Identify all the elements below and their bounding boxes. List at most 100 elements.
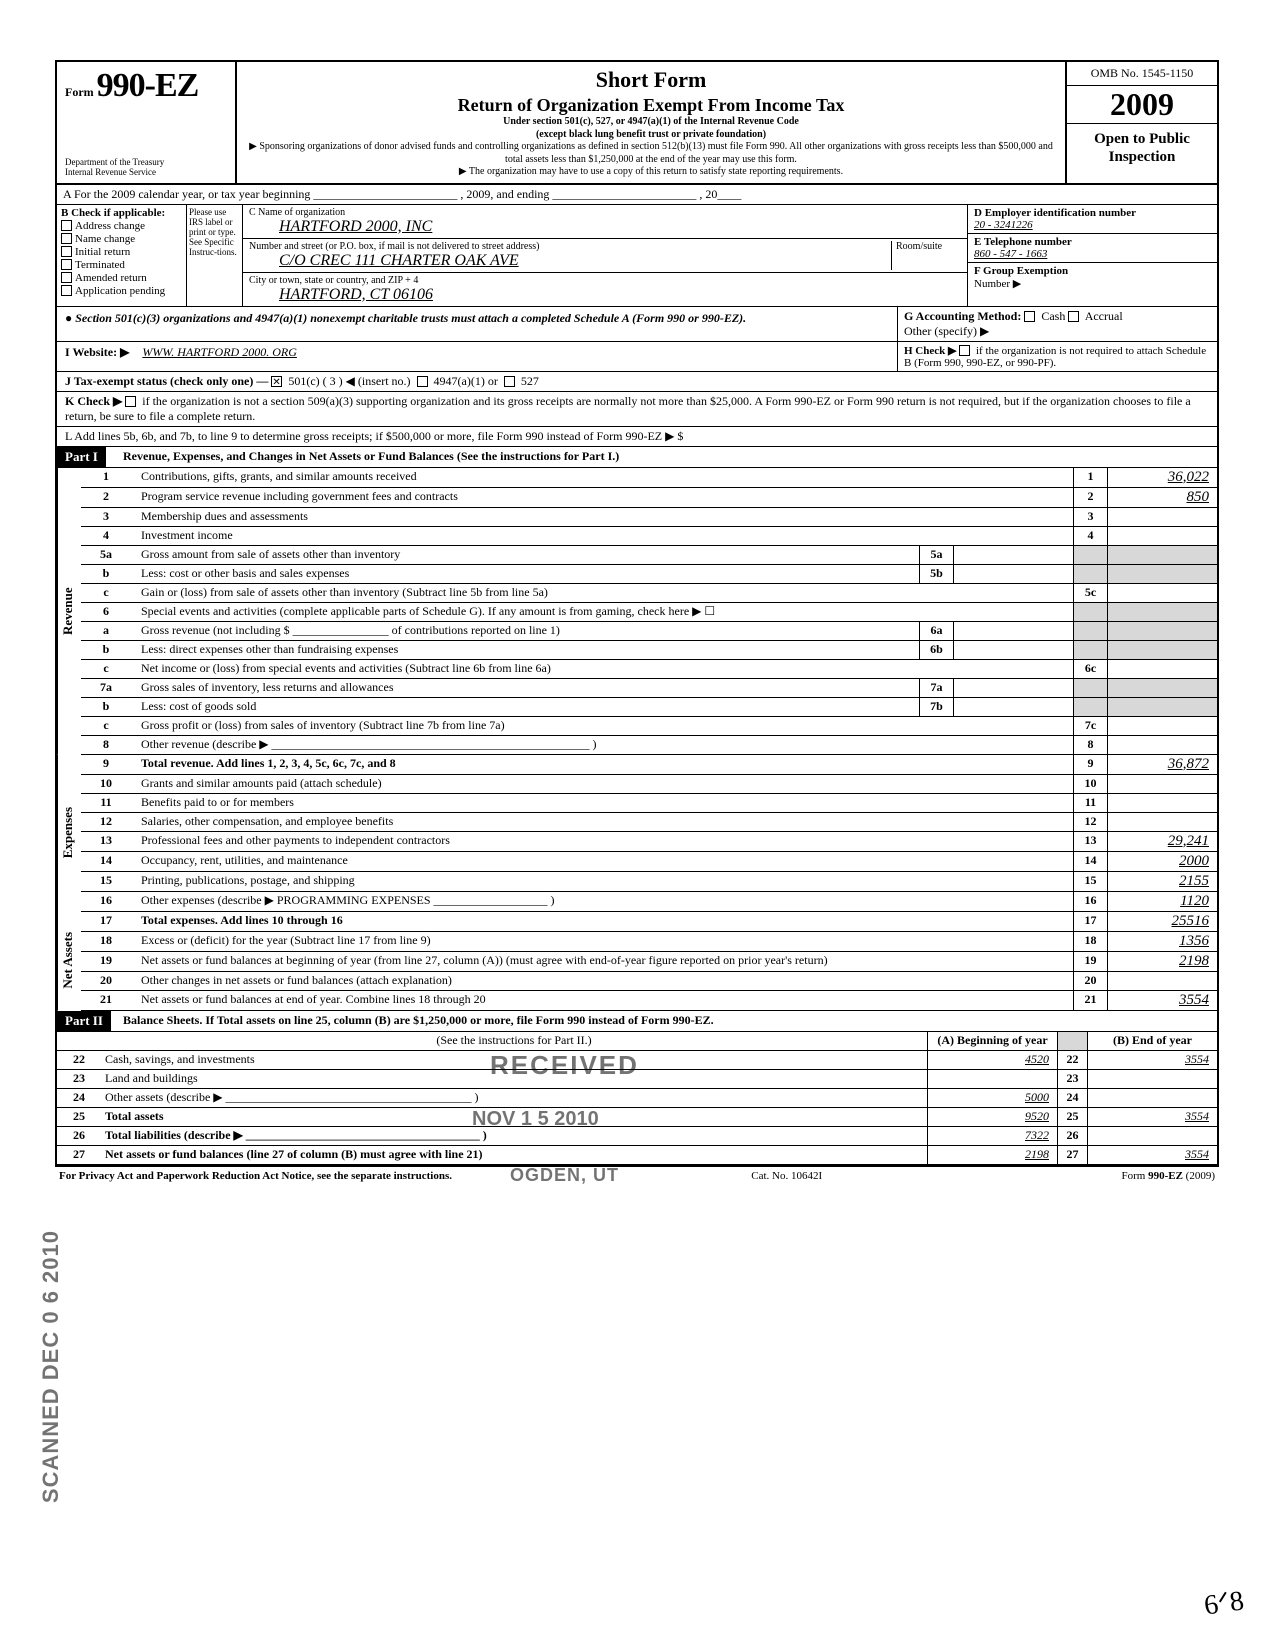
note-501c3: ● Section 501(c)(3) organizations and 49… <box>57 307 897 341</box>
form-number: 990-EZ <box>97 67 199 104</box>
row-501c3-g: ● Section 501(c)(3) organizations and 49… <box>57 307 1217 342</box>
line-3: 3Membership dues and assessments3 <box>81 508 1217 527</box>
part2-colA-hdr: (A) Beginning of year <box>927 1032 1057 1050</box>
row-website-h: I Website: ▶ WWW. HARTFORD 2000. ORG H C… <box>57 342 1217 372</box>
side-category-labels: Revenue Expenses Net Assets <box>57 468 81 1011</box>
year-prefix: 20 <box>1110 86 1142 122</box>
chk-initial-return[interactable] <box>61 246 72 257</box>
line-16: 16Other expenses (describe ▶ PROGRAMMING… <box>81 892 1217 912</box>
section-a-tax-year: A For the 2009 calendar year, or tax yea… <box>57 185 1217 205</box>
line-11: 11Benefits paid to or for members11 <box>81 794 1217 813</box>
g-label: G Accounting Method: <box>904 309 1021 323</box>
line-27: 27Net assets or fund balances (line 27 o… <box>57 1146 1217 1165</box>
open-line2: Inspection <box>1069 148 1215 166</box>
line-20: 20Other changes in net assets or fund ba… <box>81 972 1217 991</box>
form-990ez-page1: Form 990-EZ Department of the Treasury I… <box>55 60 1219 1167</box>
stamp-scanned: SCANNED DEC 0 6 2010 <box>38 1230 64 1503</box>
header-note1: ▶ Sponsoring organizations of donor advi… <box>245 141 1057 166</box>
chk-k[interactable] <box>125 396 136 407</box>
line-8: 8Other revenue (describe ▶ _____________… <box>81 736 1217 755</box>
g-other: Other (specify) ▶ <box>904 324 1211 339</box>
open-line1: Open to Public <box>1069 130 1215 148</box>
footer-form: Form 990-EZ (2009) <box>1121 1170 1215 1182</box>
dept-irs: Internal Revenue Service <box>65 168 227 178</box>
header-left: Form 990-EZ Department of the Treasury I… <box>57 62 237 183</box>
line-5a: 5aGross amount from sale of assets other… <box>81 546 1217 565</box>
col-b-checkboxes: B Check if applicable: Address change Na… <box>57 205 187 306</box>
part2-label: Part II <box>57 1011 111 1031</box>
part1-label: Part I <box>57 447 106 467</box>
val-city: HARTFORD, CT 06106 <box>249 286 961 304</box>
open-to-public: Open to Public Inspection <box>1067 124 1217 172</box>
part2-title: Balance Sheets. If Total assets on line … <box>119 1011 1217 1031</box>
lbl-app-pending: Application pending <box>75 285 165 297</box>
identity-block: B Check if applicable: Address change Na… <box>57 205 1217 307</box>
line-7c: cGross profit or (loss) from sales of in… <box>81 717 1217 736</box>
part1-title: Revenue, Expenses, and Changes in Net As… <box>119 447 1217 467</box>
page-footer: For Privacy Act and Paperwork Reduction … <box>55 1167 1219 1185</box>
header-note2: ▶ The organization may have to use a cop… <box>245 166 1057 179</box>
lbl-cash: Cash <box>1041 309 1065 323</box>
line-21: 21Net assets or fund balances at end of … <box>81 991 1217 1011</box>
line-6a: aGross revenue (not including $ ________… <box>81 622 1217 641</box>
lbl-527: 527 <box>521 374 539 388</box>
subtitle1: Under section 501(c), 527, or 4947(a)(1)… <box>503 116 799 127</box>
part2-see-instr: (See the instructions for Part II.) <box>101 1032 927 1050</box>
chk-4947[interactable] <box>417 376 428 387</box>
line-23: 23Land and buildings23 <box>57 1070 1217 1089</box>
lbl-org-name: C Name of organization <box>249 207 961 218</box>
val-ein: 20 - 3241226 <box>974 219 1211 231</box>
chk-accrual[interactable] <box>1068 311 1079 322</box>
lbl-phone: E Telephone number <box>974 236 1211 248</box>
chk-h[interactable] <box>959 345 970 356</box>
col-b-header: B Check if applicable: <box>61 207 182 219</box>
line-6b: bLess: direct expenses other than fundra… <box>81 641 1217 660</box>
subtitle2: (except black lung benefit trust or priv… <box>536 129 766 140</box>
irs-label-instructions: Please use IRS label or print or type. S… <box>187 205 243 306</box>
chk-cash[interactable] <box>1024 311 1035 322</box>
side-revenue: Revenue <box>57 468 81 754</box>
line-18: 18Excess or (deficit) for the year (Subt… <box>81 932 1217 952</box>
form-header: Form 990-EZ Department of the Treasury I… <box>57 62 1217 185</box>
chk-address-change[interactable] <box>61 220 72 231</box>
footer-privacy: For Privacy Act and Paperwork Reduction … <box>59 1170 452 1182</box>
j-label: J Tax-exempt status (check only one) — <box>65 374 268 388</box>
col-def: D Employer identification number 20 - 32… <box>967 205 1217 306</box>
side-expenses: Expenses <box>57 754 81 910</box>
lbl-name-change: Name change <box>75 233 135 245</box>
chk-name-change[interactable] <box>61 233 72 244</box>
lbl-accrual: Accrual <box>1085 309 1123 323</box>
lbl-group-number: Number ▶ <box>974 277 1211 290</box>
chk-terminated[interactable] <box>61 259 72 270</box>
chk-app-pending[interactable] <box>61 285 72 296</box>
title-return: Return of Organization Exempt From Incom… <box>245 94 1057 117</box>
h-label: H Check ▶ <box>904 345 956 357</box>
header-center: Short Form Return of Organization Exempt… <box>237 62 1067 183</box>
year-suffix: 09 <box>1142 86 1174 122</box>
lbl-501c: 501(c) ( 3 ) ◀ (insert no.) <box>288 374 410 388</box>
line-15: 15Printing, publications, postage, and s… <box>81 872 1217 892</box>
val-org-name: HARTFORD 2000, INC <box>249 218 961 236</box>
line-19: 19Net assets or fund balances at beginni… <box>81 952 1217 972</box>
line-6: 6Special events and activities (complete… <box>81 603 1217 622</box>
line-5c: cGain or (loss) from sale of assets othe… <box>81 584 1217 603</box>
lbl-address: Number and street (or P.O. box, if mail … <box>249 241 891 252</box>
chk-501c[interactable] <box>271 376 282 387</box>
line-17: 17Total expenses. Add lines 10 through 1… <box>81 912 1217 932</box>
lbl-room: Room/suite <box>896 241 961 252</box>
part1-header: Part I Revenue, Expenses, and Changes in… <box>57 447 1217 468</box>
margin-handwriting: 6ᐟ8 <box>1202 1583 1246 1622</box>
lbl-initial-return: Initial return <box>75 246 130 258</box>
chk-527[interactable] <box>504 376 515 387</box>
part2-column-headers: (See the instructions for Part II.) (A) … <box>57 1032 1217 1051</box>
i-label: I Website: ▶ <box>65 345 129 359</box>
line-2: 2Program service revenue including gover… <box>81 488 1217 508</box>
tax-year: 2009 <box>1067 86 1217 124</box>
col-c-org-info: C Name of organization HARTFORD 2000, IN… <box>243 205 967 306</box>
line-24: 24Other assets (describe ▶ _____________… <box>57 1089 1217 1108</box>
lbl-4947: 4947(a)(1) or <box>434 374 498 388</box>
line-5b: bLess: cost or other basis and sales exp… <box>81 565 1217 584</box>
line-7b: bLess: cost of goods sold7b <box>81 698 1217 717</box>
chk-amended[interactable] <box>61 272 72 283</box>
line-1: 1Contributions, gifts, grants, and simil… <box>81 468 1217 488</box>
